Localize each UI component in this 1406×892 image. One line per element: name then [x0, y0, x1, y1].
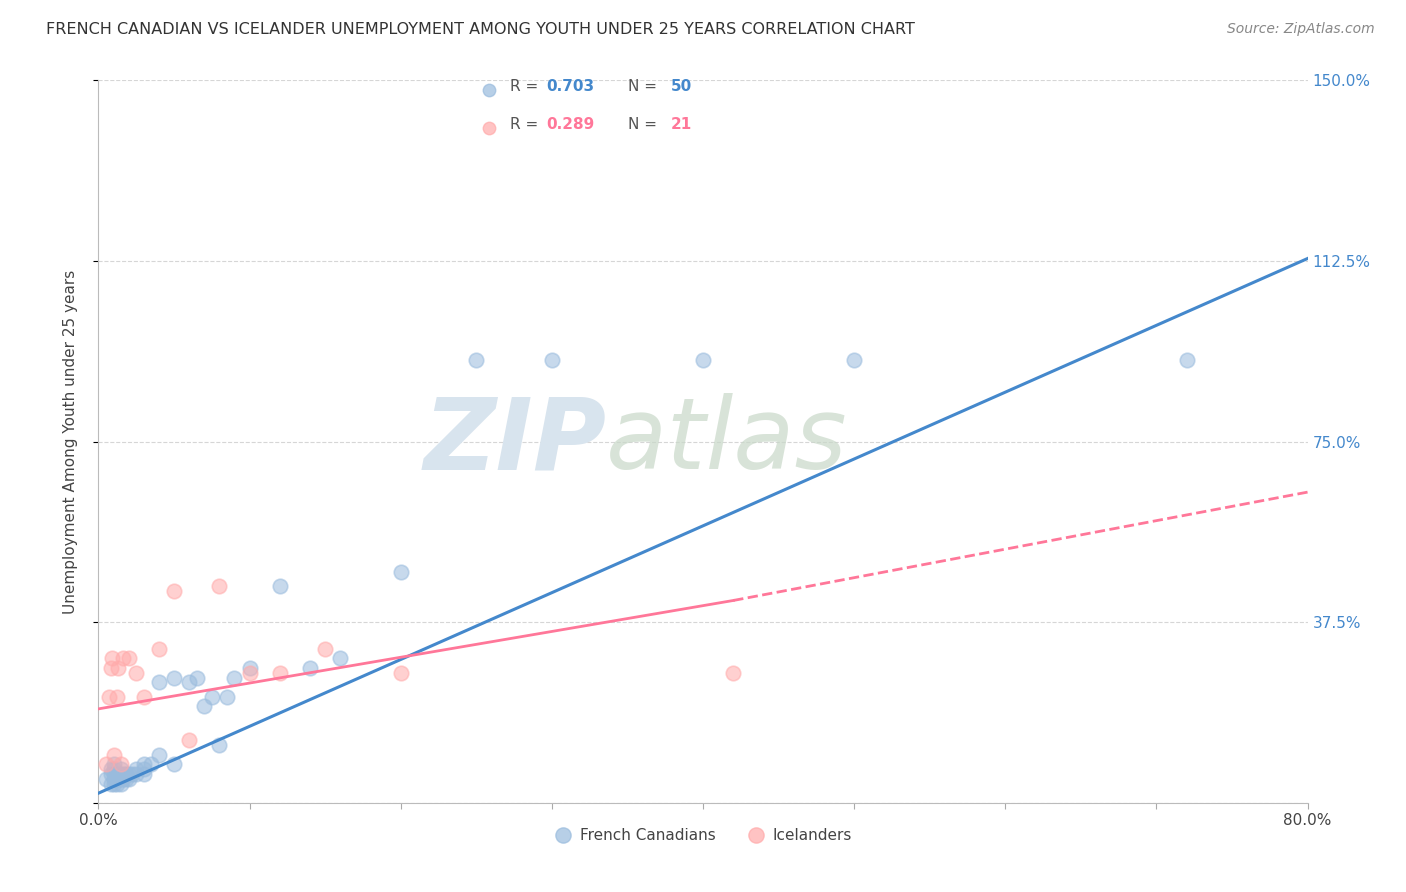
Point: [103, 762, 125, 776]
Point: [163, 671, 186, 685]
Point: [114, 767, 136, 781]
Text: ZIP: ZIP: [423, 393, 606, 490]
Point: [110, 762, 132, 776]
Point: [692, 352, 714, 367]
Point: [125, 767, 148, 781]
Point: [193, 699, 215, 714]
Point: [105, 772, 128, 786]
Point: [215, 690, 238, 704]
Text: 0.703: 0.703: [547, 79, 595, 95]
Point: [132, 762, 155, 776]
Point: [299, 661, 322, 675]
Point: [100, 767, 122, 781]
Point: [107, 661, 129, 675]
Point: [239, 661, 262, 675]
Point: [103, 747, 125, 762]
Text: R =: R =: [510, 117, 544, 132]
Point: [103, 767, 125, 781]
Point: [141, 757, 163, 772]
Point: [101, 651, 124, 665]
Point: [163, 583, 186, 598]
Y-axis label: Unemployment Among Youth under 25 years: Unemployment Among Youth under 25 years: [63, 269, 77, 614]
Point: [269, 665, 291, 680]
Point: [110, 776, 132, 790]
Point: [105, 776, 128, 790]
Point: [100, 776, 122, 790]
Point: [125, 665, 148, 680]
Text: 0.289: 0.289: [547, 117, 595, 132]
Point: [389, 565, 412, 579]
Point: [148, 747, 170, 762]
Point: [111, 772, 134, 786]
Point: [540, 352, 562, 367]
Point: [125, 762, 148, 776]
Point: [239, 665, 262, 680]
Point: [186, 671, 208, 685]
Point: [179, 733, 201, 747]
Point: [118, 651, 141, 665]
Text: Source: ZipAtlas.com: Source: ZipAtlas.com: [1227, 22, 1375, 37]
Point: [1175, 352, 1198, 367]
Point: [110, 772, 132, 786]
Text: 21: 21: [671, 117, 692, 132]
Point: [105, 690, 128, 704]
Point: [103, 776, 125, 790]
Point: [132, 757, 155, 772]
Point: [148, 641, 170, 656]
Point: [329, 651, 352, 665]
Point: [148, 675, 170, 690]
Point: [110, 757, 132, 772]
Point: [98, 690, 121, 704]
Point: [111, 651, 134, 665]
Legend: French Canadians, Icelanders: French Canadians, Icelanders: [548, 822, 858, 849]
Point: [224, 671, 246, 685]
Point: [314, 641, 336, 656]
Point: [723, 665, 745, 680]
Point: [100, 762, 122, 776]
Point: [118, 772, 141, 786]
Point: [100, 661, 122, 675]
Point: [208, 579, 231, 593]
Point: [121, 767, 143, 781]
Point: [208, 738, 231, 752]
Point: [132, 690, 155, 704]
Point: [389, 665, 412, 680]
Text: 50: 50: [671, 79, 692, 95]
Text: N =: N =: [628, 117, 662, 132]
Point: [103, 757, 125, 772]
Point: [179, 675, 201, 690]
Point: [201, 690, 224, 704]
Text: N =: N =: [628, 79, 662, 95]
Text: R =: R =: [510, 79, 544, 95]
Point: [114, 772, 136, 786]
Point: [112, 767, 135, 781]
Text: atlas: atlas: [606, 393, 848, 490]
Point: [132, 767, 155, 781]
Point: [118, 767, 141, 781]
Point: [94, 757, 117, 772]
Text: FRENCH CANADIAN VS ICELANDER UNEMPLOYMENT AMONG YOUTH UNDER 25 YEARS CORRELATION: FRENCH CANADIAN VS ICELANDER UNEMPLOYMEN…: [46, 22, 915, 37]
Point: [110, 767, 132, 781]
Point: [103, 772, 125, 786]
Point: [94, 772, 117, 786]
Point: [163, 757, 186, 772]
Point: [465, 352, 488, 367]
Point: [269, 579, 291, 593]
Point: [844, 352, 866, 367]
Point: [107, 767, 129, 781]
